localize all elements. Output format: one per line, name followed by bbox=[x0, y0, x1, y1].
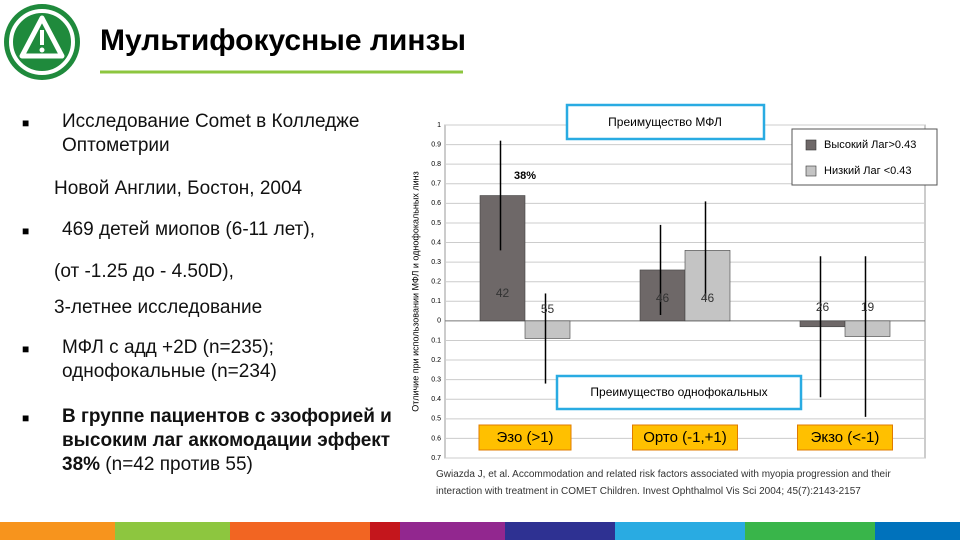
footer-strip bbox=[0, 522, 960, 540]
bullet-text: В группе пациентов с эзофорией и высоким… bbox=[62, 405, 407, 477]
y-tick-label: 0.8 bbox=[431, 161, 441, 168]
count-label: 55 bbox=[541, 302, 555, 316]
bullet-marker: ■ bbox=[22, 411, 30, 425]
bullet-text: 3-летнее исследование bbox=[54, 296, 394, 320]
text: Новой Англии, Бостон, 2004 bbox=[54, 178, 303, 199]
text: (от -1.25 до - 4.50D), bbox=[54, 261, 234, 282]
count-label: 19 bbox=[861, 300, 875, 314]
y-tick-label: 0.3 bbox=[431, 376, 441, 383]
y-tick-label: 0.4 bbox=[431, 239, 441, 246]
icon-mark bbox=[40, 30, 44, 45]
text: 469 детей миопов (6-11 лет), bbox=[62, 219, 315, 240]
category-box bbox=[632, 424, 738, 451]
icon-ring bbox=[9, 9, 75, 75]
legend-swatch bbox=[805, 139, 817, 151]
annotation: 38% bbox=[514, 170, 536, 182]
text: 3-летнее исследование bbox=[54, 297, 263, 318]
y-tick-label: 0.4 bbox=[431, 396, 441, 403]
text: МФЛ с адд +2D (n=235); однофокальные (n=… bbox=[62, 337, 277, 382]
category-box bbox=[478, 424, 572, 451]
y-tick-label: 0.1 bbox=[431, 298, 441, 305]
citation: Gwiazda J, et al. Accommodation and rela… bbox=[436, 469, 891, 497]
y-axis-label: Отличие при использовании МФЛ и однофока… bbox=[410, 171, 420, 411]
icon-dot bbox=[39, 47, 45, 53]
text: Исследование Comet в Колледже Оптометрии bbox=[62, 111, 360, 156]
x-tick-label: Эзо (>1) bbox=[496, 429, 553, 446]
slide-title: Мультифокусные линзы bbox=[100, 24, 466, 57]
y-tick-label: 0.5 bbox=[431, 416, 441, 423]
bullet-marker: ■ bbox=[22, 342, 30, 356]
bar bbox=[479, 195, 526, 322]
bullet-marker: ■ bbox=[22, 224, 30, 238]
legend-label: Высокий Лаг>0.43 bbox=[824, 139, 916, 151]
bullet-text: 469 детей миопов (6-11 лет), bbox=[62, 218, 402, 242]
annotation: Преимущество МФЛ bbox=[608, 115, 722, 129]
annotation-box bbox=[565, 103, 766, 141]
x-tick-label: Экзо (<-1) bbox=[811, 429, 880, 446]
bar bbox=[524, 320, 571, 339]
x-tick-label: Орто (-1,+1) bbox=[643, 429, 727, 446]
y-tick-label: 0.3 bbox=[431, 259, 441, 266]
y-tick-label: 0.9 bbox=[431, 141, 441, 148]
count-label: 46 bbox=[656, 291, 670, 305]
y-tick-label: 0.2 bbox=[431, 279, 441, 286]
y-tick-label: 0.1 bbox=[431, 337, 441, 344]
icon-triangle bbox=[19, 15, 65, 59]
count-label: 46 bbox=[701, 291, 715, 305]
count-label: 26 bbox=[816, 300, 830, 314]
count-label: 42 bbox=[496, 286, 510, 300]
text: (n=42 против 55) bbox=[100, 454, 253, 475]
bullet-text: (от -1.25 до - 4.50D), bbox=[54, 260, 394, 284]
bullet-text: Исследование Comet в Колледже Оптометрии bbox=[62, 110, 402, 158]
bar bbox=[639, 269, 686, 322]
bullet-marker: ■ bbox=[22, 116, 30, 130]
y-tick-label: 0.7 bbox=[431, 181, 441, 188]
y-tick-label: 0.2 bbox=[431, 357, 441, 364]
bar bbox=[684, 250, 731, 322]
bold-text: В группе пациентов с эзофорией и высоким… bbox=[62, 406, 392, 475]
y-tick-label: 0.7 bbox=[431, 455, 441, 462]
y-tick-label: 0.6 bbox=[431, 435, 441, 442]
y-tick-label: 0 bbox=[437, 318, 441, 325]
y-tick-label: 1 bbox=[437, 122, 441, 129]
legend-label: Низкий Лаг <0.43 bbox=[824, 165, 912, 177]
bullet-text: МФЛ с адд +2D (n=235); однофокальные (n=… bbox=[62, 336, 402, 384]
annotation-box bbox=[555, 374, 803, 411]
category-box bbox=[797, 424, 893, 451]
y-tick-label: 0.6 bbox=[431, 200, 441, 207]
bullet-text: Новой Англии, Бостон, 2004 bbox=[54, 177, 394, 201]
annotation: Преимущество однофокальных bbox=[590, 385, 767, 399]
bar bbox=[844, 320, 891, 337]
y-tick-label: 0.5 bbox=[431, 220, 441, 227]
legend-swatch bbox=[805, 165, 817, 177]
bar bbox=[799, 320, 846, 328]
